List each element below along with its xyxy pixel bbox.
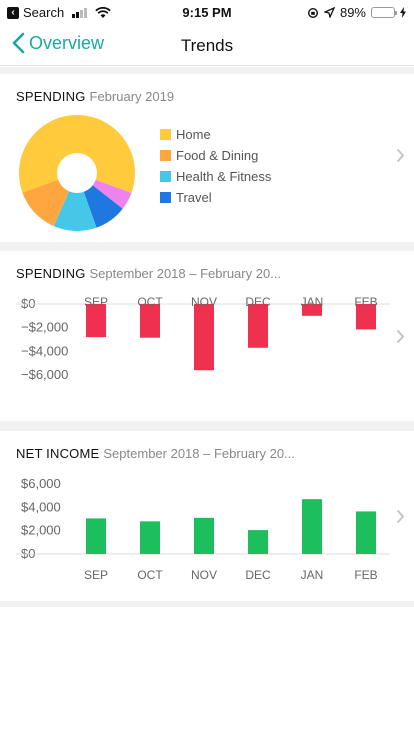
bar bbox=[302, 304, 322, 316]
chevron-left-icon bbox=[12, 32, 25, 54]
card-title: NET INCOME bbox=[16, 446, 100, 461]
section-divider bbox=[0, 242, 414, 251]
bar bbox=[194, 304, 214, 371]
x-tick-label: JAN bbox=[301, 295, 324, 309]
chevron-right-icon bbox=[396, 148, 405, 163]
donut-hole bbox=[57, 153, 97, 193]
status-left: ‹ Search bbox=[7, 5, 111, 20]
legend-item: Home bbox=[160, 124, 271, 145]
x-tick-label: JAN bbox=[301, 568, 324, 582]
bar bbox=[140, 521, 160, 554]
battery-icon bbox=[371, 7, 397, 18]
card-subtitle: February 2019 bbox=[89, 89, 175, 104]
legend-label: Health & Fitness bbox=[176, 169, 272, 184]
bar bbox=[140, 304, 160, 338]
legend-swatch bbox=[160, 192, 171, 203]
chevron-right-icon bbox=[396, 329, 405, 344]
card-title: SPENDING bbox=[16, 266, 86, 281]
y-tick-label: $2,000 bbox=[21, 523, 61, 538]
bar bbox=[194, 517, 214, 554]
bar bbox=[356, 304, 376, 330]
nav-bar: Overview Trends bbox=[0, 26, 414, 66]
bar bbox=[302, 499, 322, 554]
charging-bolt-icon bbox=[400, 7, 406, 18]
spending-category-card[interactable]: SPENDING February 2019 Home Food & Dining H… bbox=[0, 74, 414, 242]
back-to-app-icon[interactable]: ‹ bbox=[7, 6, 19, 19]
cell-signal-icon bbox=[72, 7, 88, 18]
section-divider bbox=[0, 601, 414, 607]
legend-label: Home bbox=[176, 127, 211, 142]
section-divider bbox=[0, 421, 414, 431]
y-tick-label: −$2,000 bbox=[21, 320, 68, 335]
card-header: SPENDING September 2018 – February 20... bbox=[16, 266, 281, 281]
location-icon bbox=[323, 7, 335, 18]
legend-swatch bbox=[160, 171, 171, 182]
x-tick-label: FEB bbox=[354, 568, 377, 582]
bar bbox=[248, 530, 268, 554]
legend-swatch bbox=[160, 129, 171, 140]
page-title: Trends bbox=[180, 36, 234, 55]
x-tick-label: NOV bbox=[191, 295, 217, 309]
wifi-icon bbox=[95, 6, 111, 18]
x-tick-label: SEP bbox=[84, 295, 108, 309]
orientation-lock-icon bbox=[307, 7, 318, 18]
back-button[interactable]: Overview bbox=[12, 32, 104, 54]
x-tick-label: NOV bbox=[191, 568, 217, 582]
card-subtitle: September 2018 – February 20... bbox=[89, 266, 282, 281]
bar bbox=[356, 511, 376, 554]
bar bbox=[248, 304, 268, 348]
x-tick-label: DEC bbox=[245, 295, 271, 309]
card-subtitle: September 2018 – February 20... bbox=[103, 446, 295, 461]
spending-trend-card[interactable]: SPENDING September 2018 – February 20... … bbox=[0, 251, 414, 421]
section-divider bbox=[0, 67, 414, 74]
status-time: 9:15 PM bbox=[182, 5, 232, 20]
x-tick-label: OCT bbox=[137, 295, 163, 309]
carrier-label[interactable]: Search bbox=[23, 5, 65, 20]
x-tick-label: SEP bbox=[84, 568, 108, 582]
x-tick-label: DEC bbox=[245, 568, 271, 582]
chevron-right-icon bbox=[396, 509, 405, 524]
legend-item: Travel bbox=[160, 187, 271, 208]
y-tick-label: −$6,000 bbox=[21, 367, 68, 382]
bar bbox=[86, 304, 106, 338]
y-tick-label: $4,000 bbox=[21, 499, 61, 514]
legend-label: Travel bbox=[176, 190, 212, 205]
net-income-trend-card[interactable]: NET INCOME September 2018 – February 20..… bbox=[0, 431, 414, 601]
y-tick-label: −$4,000 bbox=[21, 343, 68, 358]
status-bar: ‹ Search 9:15 PM 89% bbox=[0, 0, 414, 26]
legend-item: Health & Fitness bbox=[160, 166, 271, 187]
y-tick-label: $6,000 bbox=[21, 476, 61, 491]
back-button-label: Overview bbox=[29, 32, 105, 53]
bar bbox=[86, 518, 106, 554]
battery-percent: 89% bbox=[339, 5, 366, 20]
x-tick-label: FEB bbox=[354, 295, 377, 309]
pie-slice bbox=[53, 173, 97, 232]
spending-pie-chart bbox=[18, 115, 135, 232]
card-header: SPENDING February 2019 bbox=[16, 89, 174, 104]
card-header: NET INCOME September 2018 – February 20..… bbox=[16, 446, 295, 461]
legend-item: Food & Dining bbox=[160, 145, 271, 166]
legend-swatch bbox=[160, 150, 171, 161]
status-right: 89% bbox=[307, 5, 406, 20]
card-title: SPENDING bbox=[16, 89, 86, 104]
x-tick-label: OCT bbox=[137, 568, 163, 582]
pie-legend: Home Food & Dining Health & Fitness Travel bbox=[160, 124, 271, 208]
legend-label: Food & Dining bbox=[176, 148, 259, 163]
